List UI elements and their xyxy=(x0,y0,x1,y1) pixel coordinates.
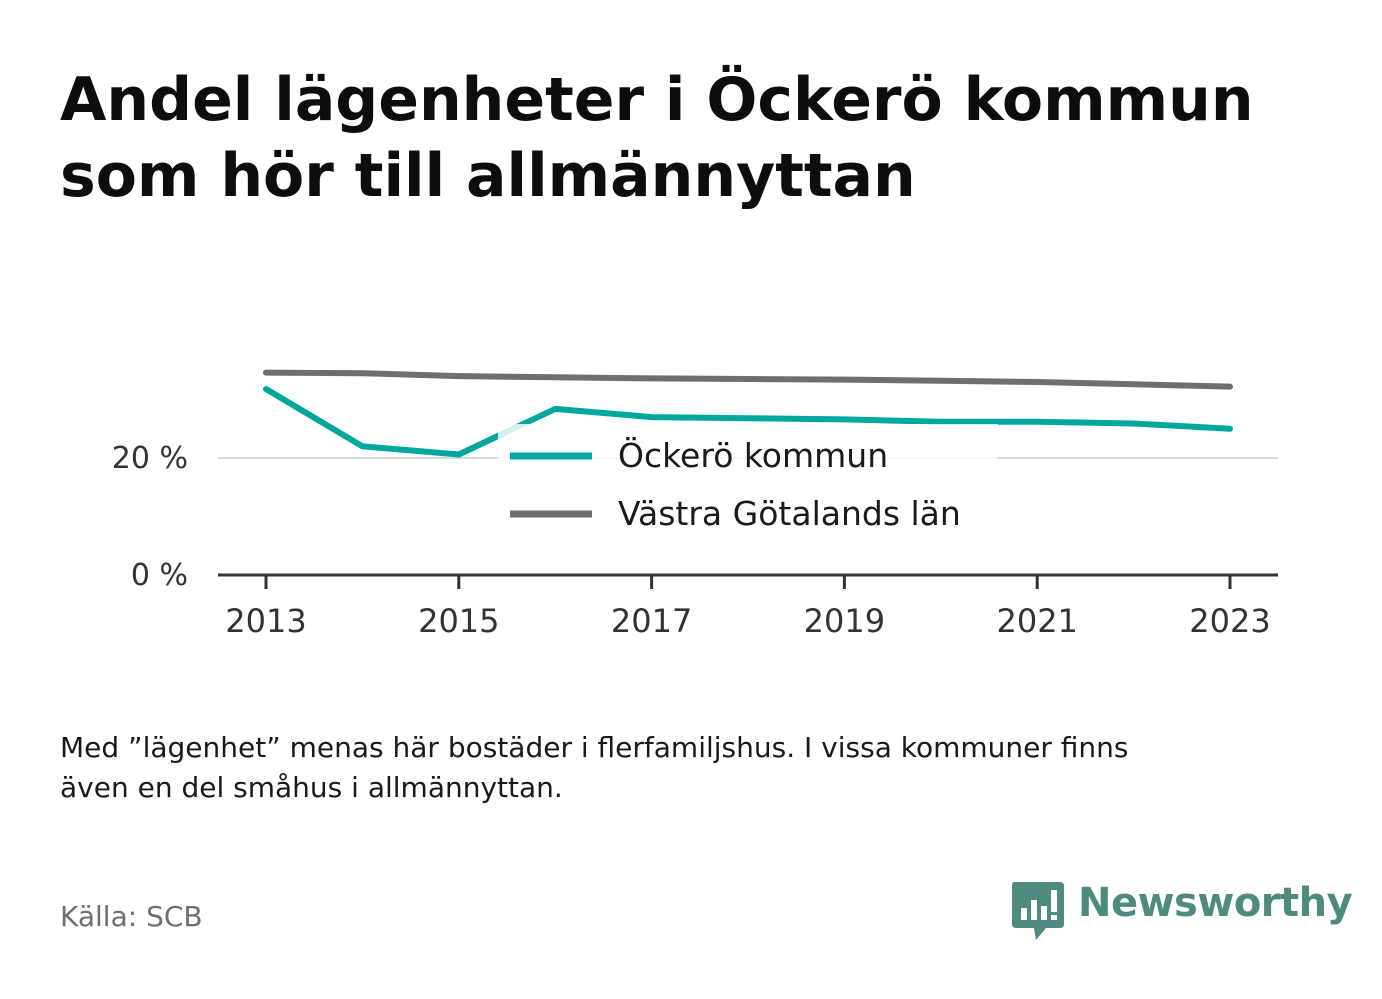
brand-name: Newsworthy xyxy=(1078,880,1353,926)
x-tick-label: 2015 xyxy=(418,602,499,640)
series-line xyxy=(263,369,1233,390)
y-tick-label: 20 % xyxy=(112,441,188,476)
brand-logo: Newsworthy xyxy=(1010,878,1353,942)
source-label: Källa: SCB xyxy=(60,900,203,933)
chart-title: Andel lägenheter i Öckerö kommun som hör… xyxy=(60,62,1340,214)
bar-chart-bubble-icon xyxy=(1012,882,1064,940)
x-axis: 2013 2015 2017 2019 2021 2023 xyxy=(218,573,1278,640)
footnote-line-1: Med ”lägenhet” menas här bostäder i fler… xyxy=(60,731,1129,764)
legend-background xyxy=(498,424,998,542)
legend: Öckerö kommun Västra Götalands län xyxy=(498,424,998,542)
y-axis-ticks: 0 % 20 % xyxy=(112,441,188,593)
x-tick-label: 2017 xyxy=(611,602,692,640)
chart-title-line-2: som hör till allmännyttan xyxy=(60,141,916,211)
x-tick-label: 2013 xyxy=(225,602,306,640)
series-lines xyxy=(263,369,1233,458)
footnote: Med ”lägenhet” menas här bostäder i fler… xyxy=(60,728,1320,808)
legend-label: Öckerö kommun xyxy=(618,435,888,475)
x-tick-label: 2023 xyxy=(1189,602,1270,640)
x-tick-label: 2021 xyxy=(996,602,1077,640)
legend-label: Västra Götalands län xyxy=(618,494,961,533)
y-tick-label: 0 % xyxy=(131,558,188,593)
footnote-line-2: även en del småhus i allmännyttan. xyxy=(60,771,563,804)
line-chart: 0 % 20 % 2013 2015 2017 2019 2021 2023 Öckerö … xyxy=(112,369,1278,640)
series-line xyxy=(263,386,1233,458)
x-tick-label: 2019 xyxy=(804,602,885,640)
chart-title-line-1: Andel lägenheter i Öckerö kommun xyxy=(60,65,1254,135)
